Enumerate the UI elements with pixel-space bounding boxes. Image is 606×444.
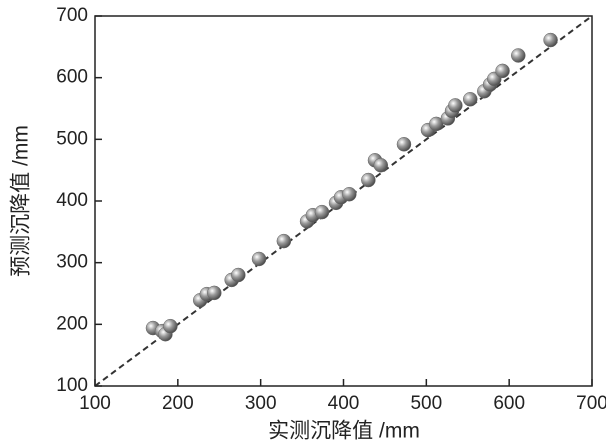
y-tick-label: 300 (56, 252, 88, 273)
point (373, 157, 389, 173)
point (448, 98, 463, 113)
point (314, 204, 330, 220)
x-tick-label: 100 (79, 393, 111, 414)
point (396, 137, 412, 152)
x-tick-label: 200 (162, 393, 194, 414)
x-tick-label: 400 (328, 393, 360, 414)
point (495, 63, 510, 79)
point (361, 172, 376, 188)
x-tick-label: 700 (576, 393, 606, 414)
point (251, 251, 267, 267)
point (543, 32, 558, 48)
y-tick-label: 500 (56, 128, 88, 149)
point (207, 285, 222, 301)
y-tick-label: 600 (56, 67, 88, 88)
point (462, 92, 478, 107)
x-axis-title: 实测沉降值 /mm (268, 420, 420, 443)
x-tick-label: 300 (245, 393, 277, 414)
point (511, 48, 526, 63)
x-tick-label: 600 (493, 393, 525, 414)
y-tick-label: 700 (56, 5, 88, 26)
y-tick-label: 100 (56, 375, 88, 396)
point (231, 267, 246, 283)
point (342, 186, 357, 202)
plot-frame (94, 15, 593, 387)
y-axis-title: 预测沉降值 /mm (10, 125, 33, 277)
point (276, 233, 292, 249)
point (163, 318, 178, 334)
identity-line (94, 15, 593, 387)
x-tick-label: 500 (410, 393, 442, 414)
y-tick-label: 400 (56, 190, 88, 211)
y-tick-label: 200 (56, 313, 88, 334)
